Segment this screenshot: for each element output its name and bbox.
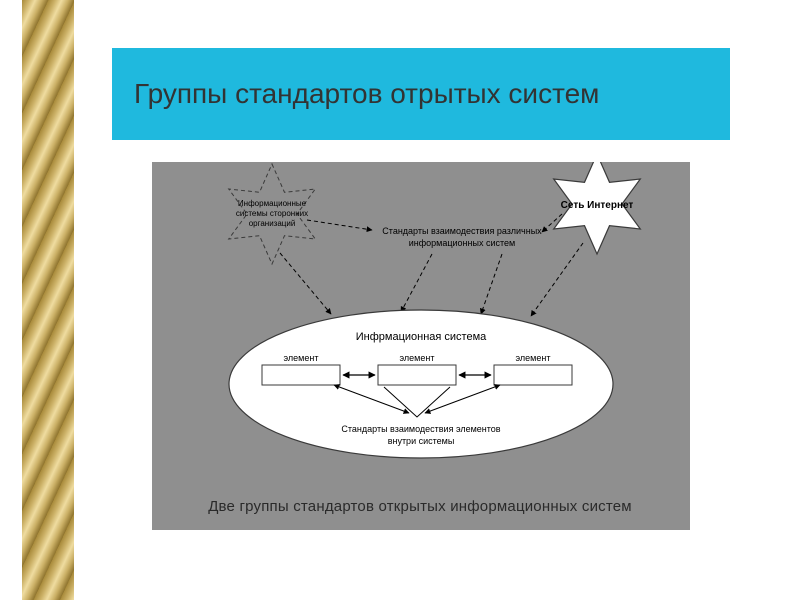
svg-text:Сеть Интернет: Сеть Интернет [561,200,634,211]
svg-text:Информационные: Информационные [238,199,307,208]
svg-text:информационных систем: информационных систем [409,238,515,248]
svg-text:организаций: организаций [249,219,296,228]
diagram-container: Информационныесистемы стороннихорганизац… [152,162,690,530]
svg-text:Стандарты взаимодествия различ: Стандарты взаимодествия различных [382,226,542,236]
diagram-caption: Две группы стандартов открытых информаци… [180,498,660,515]
diagram-svg: Информационныесистемы стороннихорганизац… [152,162,690,530]
svg-text:системы сторонних: системы сторонних [236,209,308,218]
svg-text:элемент: элемент [516,353,551,363]
svg-text:элемент: элемент [400,353,435,363]
decorative-left-bar [22,0,74,600]
title-box: Группы стандартов отрытых систем [112,48,730,140]
svg-text:внутри системы: внутри системы [388,436,455,446]
svg-text:элемент: элемент [284,353,319,363]
slide-title: Группы стандартов отрытых систем [134,78,599,110]
svg-text:Инфрмационная система: Инфрмационная система [356,331,487,343]
svg-text:Стандарты взаимодествия элемен: Стандарты взаимодествия элементов [341,424,500,434]
slide: Группы стандартов отрытых систем Информа… [0,0,800,600]
